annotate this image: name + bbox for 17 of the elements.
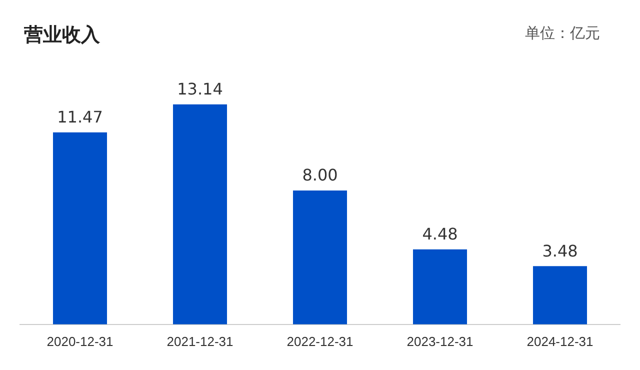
data-label: 13.14 bbox=[177, 80, 223, 99]
bar bbox=[293, 190, 347, 324]
x-tick-label: 2020-12-31 bbox=[46, 334, 114, 349]
bar bbox=[173, 104, 227, 324]
bar bbox=[533, 266, 587, 324]
x-tick-label: 2021-12-31 bbox=[166, 334, 234, 349]
bar bbox=[413, 249, 467, 324]
text: 单位：亿元 bbox=[525, 24, 600, 43]
x-tick-label: 2022-12-31 bbox=[286, 334, 354, 349]
chart-title: 营业收入 bbox=[24, 23, 100, 48]
data-label: 3.48 bbox=[542, 241, 578, 260]
data-label: 11.47 bbox=[57, 108, 103, 127]
data-label: 8.00 bbox=[302, 166, 338, 185]
x-tick-label: 2023-12-31 bbox=[406, 334, 474, 349]
bar bbox=[53, 132, 107, 324]
x-tick-label: 2024-12-31 bbox=[526, 334, 594, 349]
data-label: 4.48 bbox=[422, 224, 458, 244]
